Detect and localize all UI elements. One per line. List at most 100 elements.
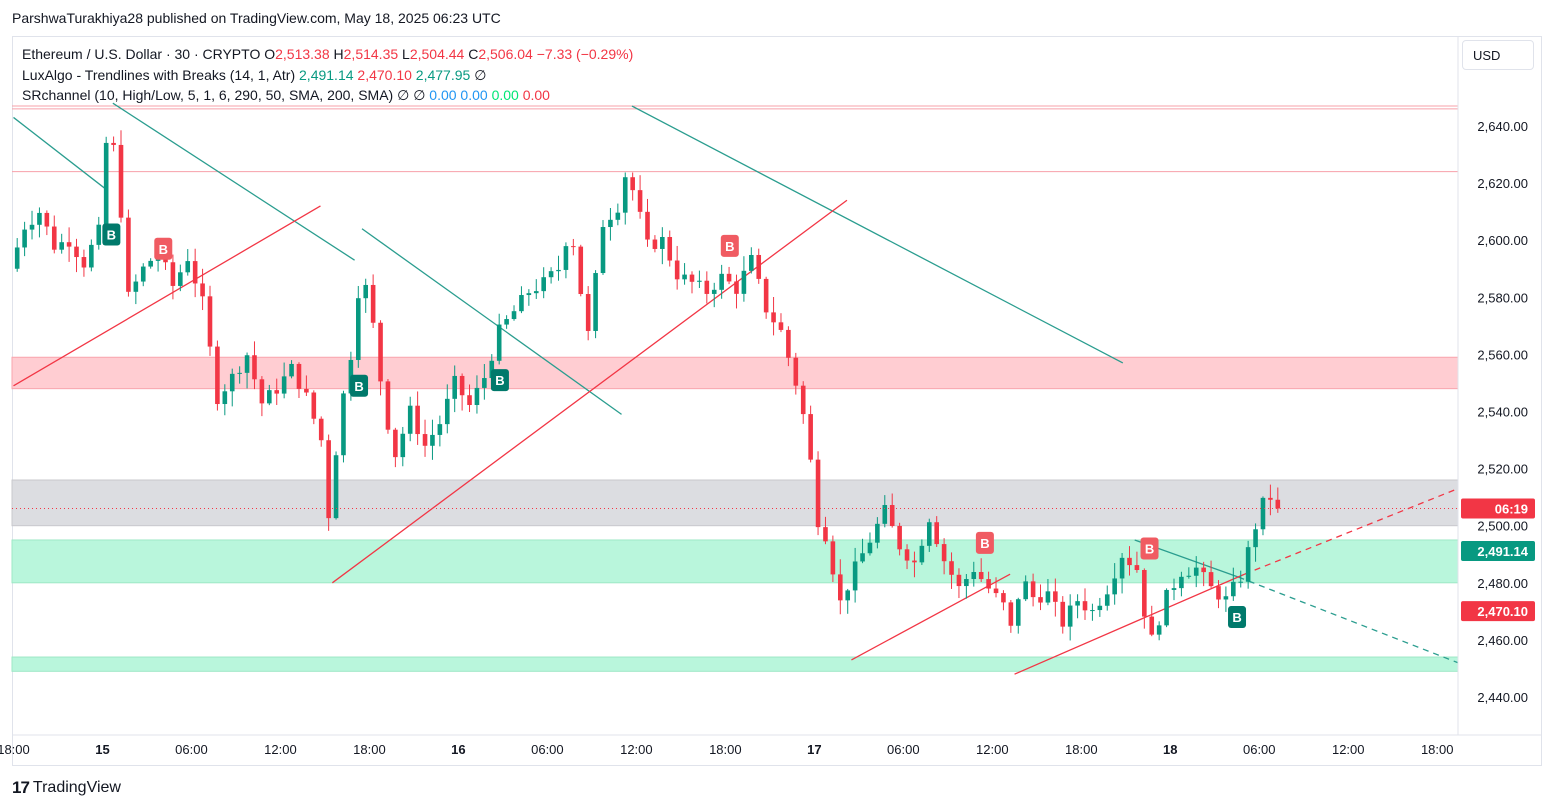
candle-down xyxy=(904,549,910,561)
legend-indicator1-row[interactable]: LuxAlgo - Trendlines with Breaks (14, 1,… xyxy=(22,65,633,86)
candle-up xyxy=(1104,594,1110,606)
time-tick-label: 16 xyxy=(451,742,465,757)
price-tick-label: 2,440.00 xyxy=(1477,690,1528,705)
candle-down xyxy=(889,505,895,526)
sr-zone-green xyxy=(11,656,1459,672)
time-tick-label: 12:00 xyxy=(1332,742,1365,757)
indicator1-value-2: 2,470.10 xyxy=(357,66,412,83)
trendline-red xyxy=(851,573,1011,661)
candle-up xyxy=(452,375,457,399)
candle-down xyxy=(645,211,650,240)
candles xyxy=(14,130,1281,641)
candle-down xyxy=(111,142,116,145)
chart-pane[interactable] xyxy=(12,36,1542,766)
indicator1-null-value: ∅ xyxy=(474,66,487,83)
candle-down xyxy=(756,254,762,279)
trendline-red xyxy=(331,199,848,584)
open-label: O xyxy=(264,46,276,62)
candle-up xyxy=(860,553,865,562)
trendline-green-extension xyxy=(1238,576,1459,664)
candle-up xyxy=(1186,575,1192,577)
candle-down xyxy=(1001,593,1006,603)
currency-button[interactable]: USD xyxy=(1462,40,1534,70)
legend-indicator2-row[interactable]: SRchannel (10, High/Low, 5, 1, 6, 290, 5… xyxy=(22,85,633,106)
candle-down xyxy=(74,246,79,258)
candle-up xyxy=(474,387,480,406)
candle-up xyxy=(229,373,235,392)
time-tick-label: 06:00 xyxy=(887,742,920,757)
candle-down xyxy=(1201,567,1206,573)
candle-down xyxy=(81,257,87,268)
candle-up xyxy=(222,391,228,405)
candle-down xyxy=(44,212,50,227)
break-label-up-bg xyxy=(102,223,121,246)
candle-down xyxy=(318,418,324,441)
candle-down xyxy=(1208,572,1214,587)
candle-up xyxy=(22,229,27,248)
candle-up xyxy=(926,522,932,546)
break-label-down: B xyxy=(159,242,168,257)
symbol-description[interactable]: Ethereum / U.S. Dollar · 30 · CRYPTO xyxy=(22,46,261,62)
candle-down xyxy=(1149,616,1155,635)
candle-down xyxy=(51,226,57,250)
candle-up xyxy=(511,311,517,320)
candle-down xyxy=(1268,497,1273,500)
candle-down xyxy=(274,390,280,394)
candle-up xyxy=(1075,601,1080,606)
candle-down xyxy=(689,274,695,282)
time-axis[interactable]: 18:00 15 06:00 12:00 18:00 16 06:00 12:00 18:00 1… xyxy=(0,734,1542,757)
candle-up xyxy=(1015,599,1021,626)
price-tick-label: 2,500.00 xyxy=(1477,519,1528,534)
tradingview-logo[interactable]: 17 TradingView xyxy=(12,778,121,798)
price-axis[interactable]: 2,640.00 2,620.00 2,600.00 2,580.00 2,560.00… xyxy=(1457,37,1535,735)
price-label: 06:19 xyxy=(1495,501,1528,516)
candle-down xyxy=(192,261,198,284)
candle-up xyxy=(1253,529,1258,548)
time-tick-label: 12:00 xyxy=(976,742,1009,757)
candle-down xyxy=(763,278,769,313)
candle-up xyxy=(489,360,495,379)
candle-down xyxy=(585,294,591,331)
candle-up xyxy=(615,212,621,220)
break-label-down-bg xyxy=(975,531,994,554)
price-tick-label: 2,620.00 xyxy=(1477,176,1528,191)
candle-up xyxy=(1097,605,1103,611)
time-tick-label: 15 xyxy=(95,742,109,757)
break-label-up: B xyxy=(107,227,116,242)
price-tick-label: 2,580.00 xyxy=(1477,290,1528,305)
candle-down xyxy=(370,284,376,323)
candle-up xyxy=(355,298,361,360)
break-label-up-bg xyxy=(1228,606,1247,629)
indicator2-value-3: 0.00 xyxy=(491,87,519,103)
low-label: L xyxy=(402,46,410,62)
candle-down xyxy=(1030,581,1036,598)
candle-up xyxy=(89,244,94,268)
candle-down xyxy=(1127,557,1132,566)
indicator2-value-4: 0.00 xyxy=(522,87,550,103)
candle-down xyxy=(571,246,576,248)
trendline-green xyxy=(112,102,355,261)
break-label-down: B xyxy=(725,239,734,254)
candle-down xyxy=(778,322,784,330)
candle-up xyxy=(14,247,20,269)
candle-up xyxy=(749,254,754,271)
candle-up xyxy=(541,277,546,292)
price-tick-label: 2,600.00 xyxy=(1477,233,1528,248)
time-tick-label: 17 xyxy=(807,742,821,757)
candle-up xyxy=(430,434,435,446)
publisher-line: ParshwaTurakhiya28 published on TradingV… xyxy=(12,10,501,26)
candle-down xyxy=(978,572,984,580)
price-tick-label: 2,540.00 xyxy=(1477,405,1528,420)
candle-down xyxy=(934,522,939,545)
break-label-up-bg xyxy=(490,369,509,392)
candle-up xyxy=(1171,588,1177,590)
open-value: 2,513.38 xyxy=(275,46,330,62)
candle-up xyxy=(593,273,598,331)
time-tick-label: 18:00 xyxy=(353,742,386,757)
candle-up xyxy=(289,363,294,377)
candle-down xyxy=(956,574,962,587)
candle-up xyxy=(533,291,539,294)
high-label: H xyxy=(333,46,344,62)
time-tick-label: 18:00 xyxy=(0,742,30,757)
